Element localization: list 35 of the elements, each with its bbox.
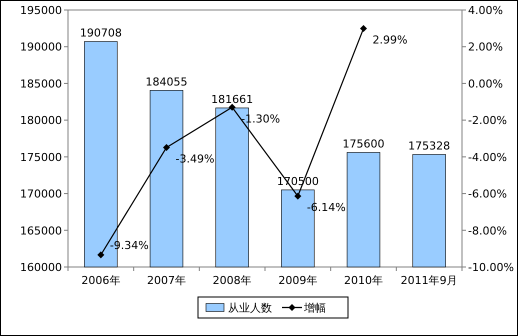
y2-tick-label: -8.00% — [468, 224, 507, 238]
data-label: 175600 — [342, 137, 384, 150]
y-tick-label: 170000 — [20, 188, 62, 201]
data-label: 184055 — [146, 75, 188, 88]
y2-tick-label: 4.00% — [468, 4, 503, 17]
data-label: 2.99% — [372, 34, 408, 47]
data-label: 175328 — [408, 139, 450, 152]
y2-tick-label: 0.00% — [468, 77, 503, 90]
x-tick-label: 2008年 — [212, 274, 252, 287]
y-tick-label: 190000 — [20, 40, 62, 54]
y-tick-label: 195000 — [20, 4, 62, 17]
y-tick-label: 180000 — [20, 114, 62, 128]
point — [163, 144, 170, 151]
y-tick-label: 175000 — [20, 150, 62, 164]
x-tick-label: 2011年9月 — [400, 274, 458, 287]
x-tick-label: 2006年 — [81, 274, 120, 287]
x-tick-label: 2007年 — [147, 274, 186, 287]
point — [294, 192, 302, 200]
legend-label: 从业人数 — [228, 302, 272, 314]
point — [228, 104, 236, 111]
data-label: 181661 — [211, 92, 254, 106]
legend-label: 增幅 — [303, 302, 326, 314]
point — [360, 25, 367, 32]
y2-tick-label: -6.00% — [468, 188, 507, 201]
y2-tick-label: -2.00% — [468, 114, 507, 128]
point — [97, 251, 104, 258]
y2-tick-label: -4.00% — [468, 150, 507, 164]
y-tick-label: 165000 — [20, 224, 62, 238]
x-tick-label: 2010年 — [344, 274, 383, 287]
y-tick-label: 160000 — [20, 261, 62, 274]
y2-tick-label: 2.00% — [468, 40, 503, 54]
data-label: 190708 — [80, 26, 122, 40]
y2-tick-label: -10.00% — [468, 261, 514, 274]
x-tick-label: 2009年 — [278, 274, 318, 287]
y-tick-label: 185000 — [20, 77, 62, 90]
